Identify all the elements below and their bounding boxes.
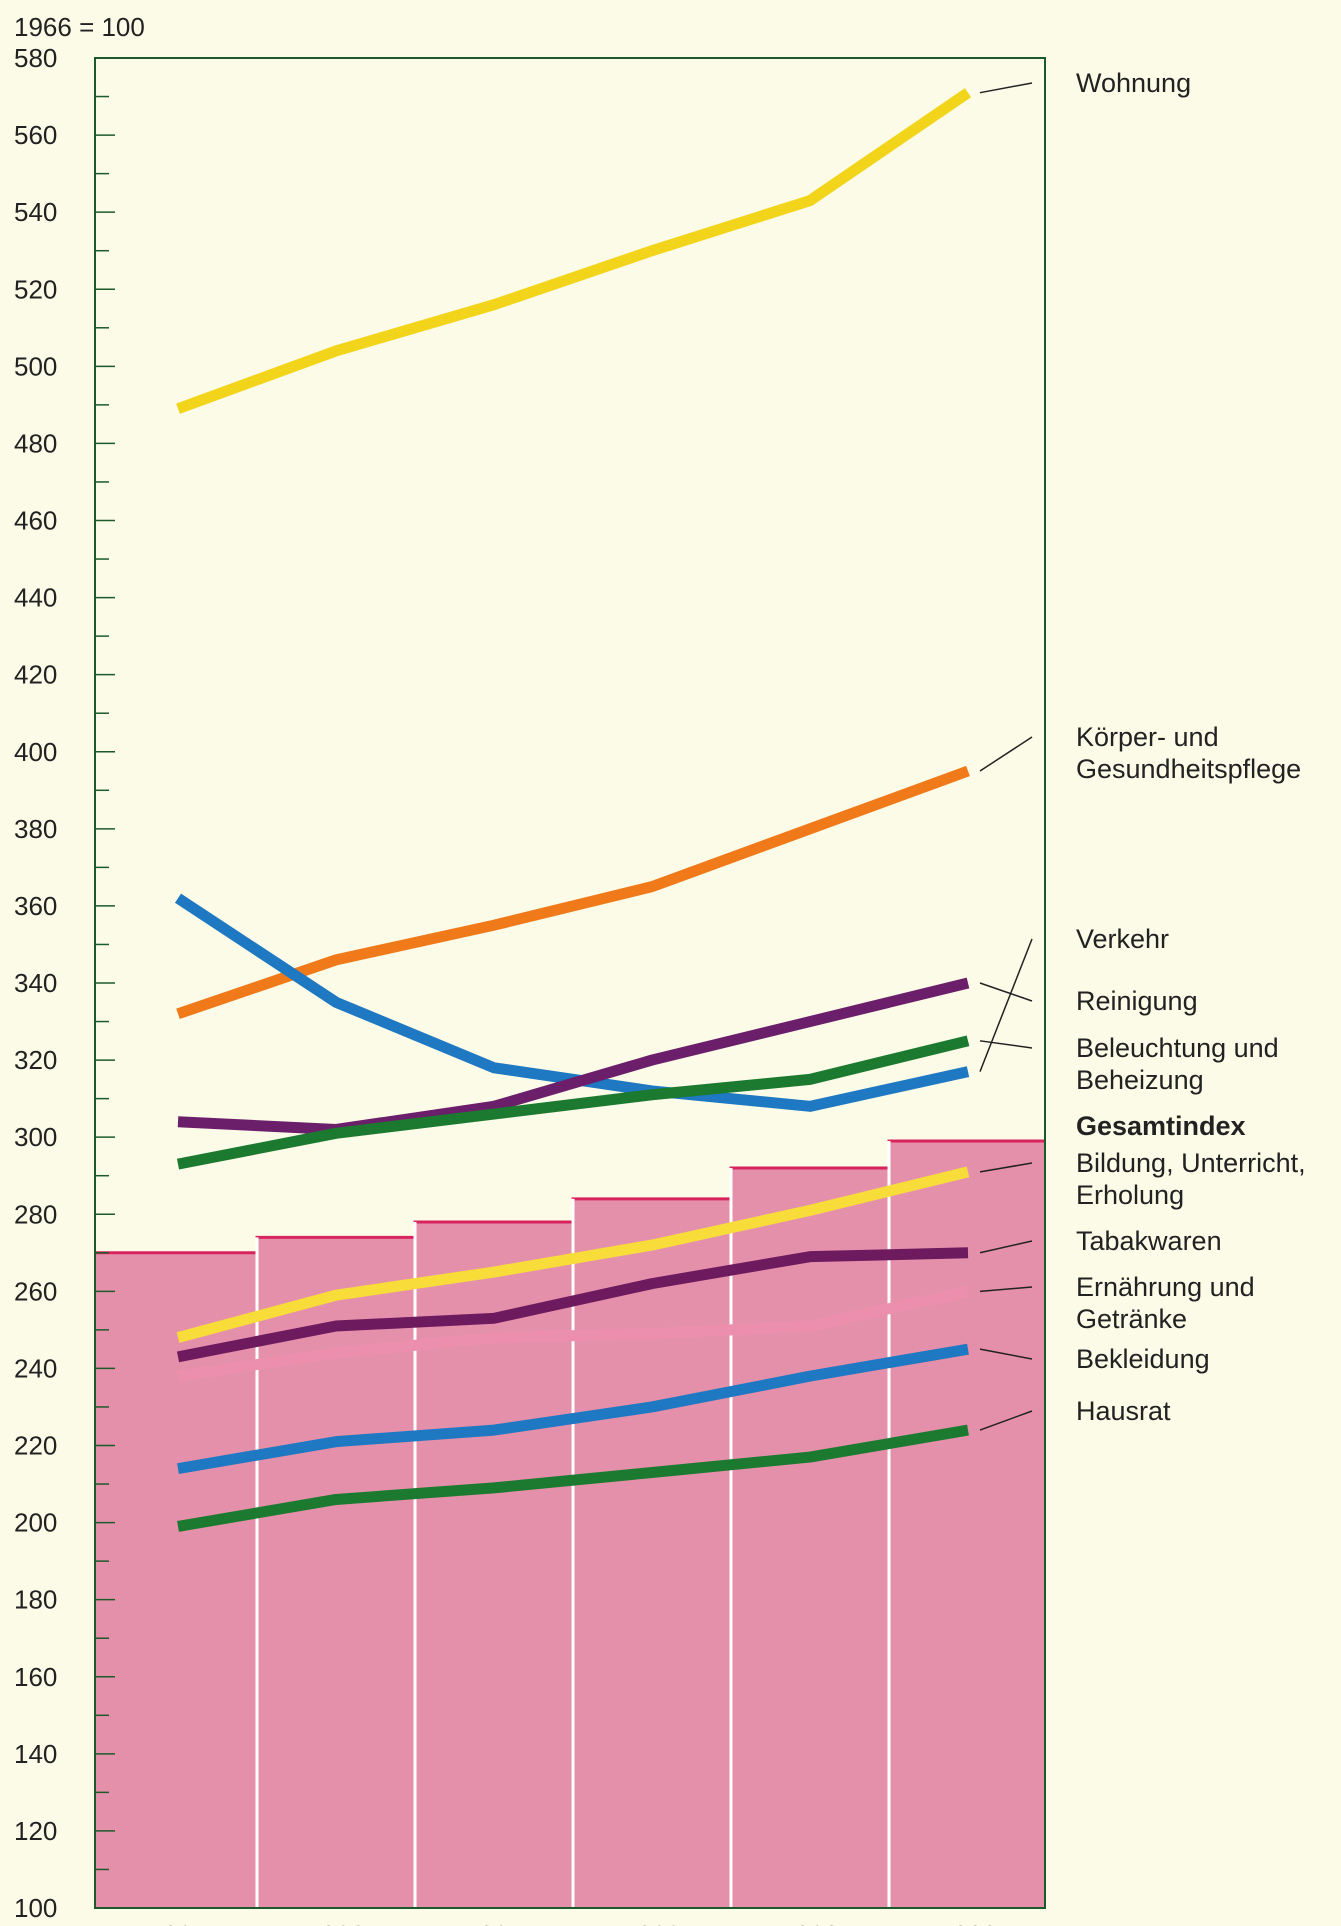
y-tick-label: 560 — [14, 120, 57, 150]
y-tick-label: 160 — [14, 1662, 57, 1692]
series-line-beleuchtung-und-beheizung — [176, 1035, 970, 1170]
y-tick-label: 220 — [14, 1431, 57, 1461]
legend-label: Gesamtindex — [1076, 1111, 1246, 1141]
x-tick-label: 1987 — [465, 1920, 523, 1926]
y-tick-label: 440 — [14, 583, 57, 613]
y-tick-label: 500 — [14, 351, 57, 381]
series-lines — [174, 88, 972, 1532]
y-tick-label: 280 — [14, 1199, 57, 1229]
y-tick-label: 420 — [14, 660, 57, 690]
x-tick-label: 1986 — [307, 1920, 365, 1926]
legend-leader-line — [979, 1410, 1033, 1431]
legend-leader-line — [979, 938, 1033, 1072]
legend-leader-line — [979, 82, 1033, 94]
x-tick-label: 1988 — [623, 1920, 681, 1926]
gesamtindex-fill — [95, 1141, 1045, 1908]
y-tick-label: 260 — [14, 1276, 57, 1306]
series-line-tabakwaren — [176, 1247, 969, 1363]
legend-label: Beleuchtung und — [1076, 1033, 1279, 1063]
legend-leader-line — [979, 1286, 1033, 1293]
legend-label: Reinigung — [1076, 986, 1198, 1016]
legend-label: Bildung, Unterricht, — [1076, 1148, 1306, 1178]
y-tick-label: 480 — [14, 428, 57, 458]
legend-leader-line — [979, 982, 1033, 1002]
x-tick-label: 1990 — [939, 1920, 997, 1926]
y-axis: 100 120 140 160 180 200 220 240 260 280 300 320 340 3… — [14, 43, 115, 1923]
series-line-wohnung — [176, 88, 972, 414]
series-line-hausrat — [177, 1424, 969, 1532]
y-tick-label: 120 — [14, 1816, 57, 1846]
y-tick-label: 460 — [14, 506, 57, 536]
year-dividers — [255, 1141, 891, 1908]
series-line-ernaehrung-und-getraenke — [177, 1285, 970, 1382]
legend-label: Bekleidung — [1076, 1344, 1210, 1374]
legend-label: Getränke — [1076, 1304, 1187, 1334]
y-tick-label: 580 — [14, 43, 57, 73]
y-tick-label: 400 — [14, 737, 57, 767]
y-tick-label: 340 — [14, 968, 57, 998]
y-tick-label: 540 — [14, 197, 57, 227]
legend-leader-line — [979, 1162, 1033, 1173]
x-tick-label: 1985 — [149, 1920, 207, 1926]
legend-label: Gesundheitspflege — [1076, 754, 1301, 784]
y-tick-label: 100 — [14, 1893, 57, 1923]
legend-label: Verkehr — [1076, 924, 1169, 954]
y-tick-label: 140 — [14, 1739, 57, 1769]
y-tick-label: 240 — [14, 1353, 57, 1383]
legend-leader-line — [979, 736, 1033, 772]
legend-leader-line — [979, 1040, 1033, 1049]
legend-leader-line — [979, 1348, 1033, 1360]
y-tick-label: 380 — [14, 814, 57, 844]
series-line-reinigung — [177, 977, 970, 1135]
y-tick-label: 520 — [14, 274, 57, 304]
y-tick-label: 200 — [14, 1508, 57, 1538]
x-axis: 1985 1986 1987 1988 1989 1990 — [149, 1920, 997, 1926]
series-line-bildung-unterricht-erholung — [176, 1166, 970, 1343]
x-tick-label: 1989 — [781, 1920, 839, 1926]
y-tick-label: 320 — [14, 1045, 57, 1075]
series-line-bekleidung — [177, 1343, 969, 1475]
legend-label: Beheizung — [1076, 1065, 1204, 1095]
legend-label: Hausrat — [1076, 1396, 1171, 1426]
legend-leader-line — [979, 1240, 1033, 1254]
legend-label: Tabakwaren — [1076, 1226, 1222, 1256]
y-tick-label: 180 — [14, 1585, 57, 1615]
legend-label: Körper- und — [1076, 722, 1219, 752]
legend-label: Wohnung — [1076, 68, 1191, 98]
y-tick-label: 360 — [14, 891, 57, 921]
index-base-label: 1966 = 100 — [14, 12, 145, 42]
y-tick-label: 300 — [14, 1122, 57, 1152]
legend-label: Ernährung und — [1076, 1272, 1255, 1302]
legend-label: Erholung — [1076, 1180, 1184, 1210]
series-line-koerper-und-gesundheitspflege — [176, 765, 970, 1020]
